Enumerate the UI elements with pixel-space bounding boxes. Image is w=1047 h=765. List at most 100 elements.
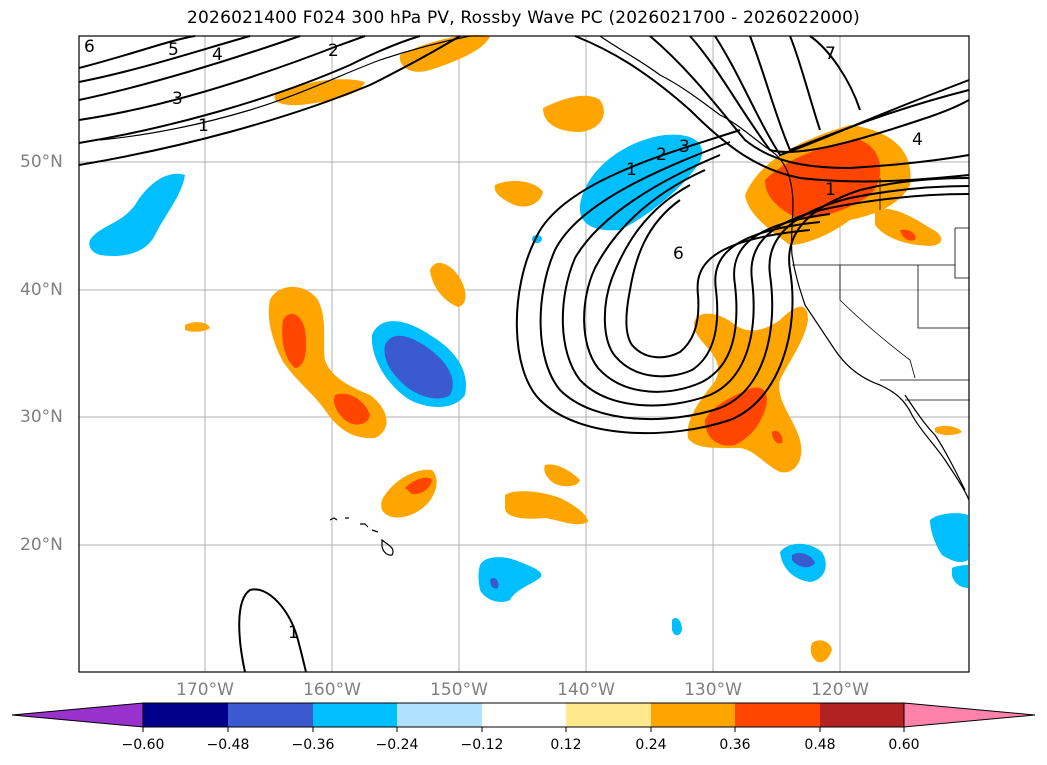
colorbar-extend-low — [11, 702, 144, 728]
positive-anomaly-patch — [399, 34, 490, 72]
borders — [792, 178, 969, 401]
lon-label: 140°W — [557, 680, 615, 700]
colorbar-tick-label: −0.48 — [206, 737, 250, 753]
contour-label: 1 — [288, 623, 299, 643]
colorbar-tick-label: 0.60 — [888, 737, 920, 753]
colorbar-tick-label: −0.60 — [121, 737, 165, 753]
colorbar-tick-label: −0.12 — [460, 737, 504, 753]
contour-label: 4 — [212, 45, 223, 65]
coastline-hawaii — [329, 517, 394, 556]
pv-contour-line — [574, 35, 970, 183]
pv-contour-line — [78, 35, 301, 101]
negative-anomaly-patch — [952, 565, 968, 588]
lon-label: 130°W — [684, 680, 742, 700]
negative-anomaly-patch — [672, 618, 682, 636]
pv-contour-line — [625, 199, 811, 359]
colorbar-segment — [482, 703, 566, 727]
pv-contour-line — [809, 35, 861, 111]
negative-anomaly-patch — [384, 335, 453, 399]
negative-anomaly-patch — [478, 557, 542, 602]
positive-anomaly-patch — [935, 425, 962, 435]
colorbar-tick-label: 0.24 — [635, 737, 667, 753]
pv-contour-line — [78, 35, 196, 69]
colorbar-segment — [735, 703, 820, 727]
border-state — [917, 265, 969, 329]
colorbar — [11, 702, 1036, 732]
pv-contour-line — [539, 141, 970, 421]
negative-anomaly-patch — [792, 552, 815, 568]
colorbar-tick-label: −0.24 — [375, 737, 419, 753]
negative-anomaly-patch — [579, 134, 703, 231]
pv-contour-line — [789, 35, 821, 131]
pv-contour-line — [649, 35, 970, 170]
positive-anomaly-patch — [810, 640, 832, 663]
lon-label: 160°W — [303, 680, 361, 700]
contour-label: 2 — [656, 145, 667, 165]
colorbar-tick-label: 0.48 — [804, 737, 836, 753]
contour-label: 3 — [679, 137, 690, 157]
pv-contour-line — [561, 154, 970, 407]
positive-anomaly-patch — [274, 79, 365, 106]
pv-contour-line — [689, 35, 970, 153]
colorbar-ticks — [142, 727, 905, 732]
positive-anomaly-patch — [772, 430, 783, 444]
pv-contour-line — [714, 35, 970, 157]
lon-label: 170°W — [176, 680, 234, 700]
coastline-alaska — [99, 35, 471, 141]
pv-contour-line — [583, 169, 831, 393]
lat-label: 50°N — [20, 152, 63, 172]
colorbar-segment — [228, 703, 313, 727]
colorbar-segment — [313, 703, 397, 727]
coastlines — [99, 35, 970, 556]
colorbar-segment — [651, 703, 735, 727]
contour-label: 5 — [168, 40, 179, 60]
lat-label: 40°N — [20, 280, 63, 300]
lat-label: 30°N — [20, 407, 63, 427]
contour-label: 6 — [673, 244, 684, 264]
border-state — [839, 299, 916, 379]
pv-contour-line — [78, 35, 251, 83]
colorbar-segment — [566, 703, 651, 727]
pv-contour-line — [749, 35, 970, 152]
coastline-north-america — [599, 35, 970, 501]
pv-contour-line — [78, 35, 421, 144]
colorbar-segment — [143, 703, 228, 727]
negative-anomaly-patch — [89, 173, 185, 256]
negative-anomaly-patch — [930, 513, 968, 563]
pv-contours — [78, 35, 970, 673]
contour-labels: 6 5 4 3 1 2 7 1 2 3 4 1 6 1 — [84, 37, 923, 643]
positive-anomaly-patch — [282, 313, 307, 368]
lon-label: 150°W — [430, 680, 488, 700]
positive-anomaly-patch — [430, 262, 466, 307]
positive-anomaly-patch — [405, 477, 432, 495]
positive-anomaly-patch — [494, 180, 543, 207]
positive-anomaly-patch — [185, 322, 210, 332]
colorbar-outline — [142, 702, 905, 728]
contour-label: 1 — [626, 160, 637, 180]
colorbar-tick-label: −0.36 — [291, 737, 335, 753]
contour-label: 3 — [172, 89, 183, 109]
border-state — [954, 227, 969, 279]
lon-label: 120°W — [811, 680, 869, 700]
contour-label: 1 — [825, 180, 836, 200]
contour-label: 6 — [84, 37, 95, 57]
pv-contour-line — [238, 588, 307, 673]
pv-contour-line — [78, 35, 366, 121]
contour-label: 7 — [825, 44, 836, 64]
positive-anomaly-patch — [544, 464, 580, 487]
positive-anomaly-patch — [900, 229, 916, 241]
colorbar-extend-high — [903, 702, 1036, 728]
positive-anomaly-patch — [543, 95, 604, 132]
coastline-baja — [904, 394, 966, 491]
colorbar-segment — [820, 703, 904, 727]
positive-anomaly-patch — [875, 208, 942, 246]
negative-anomaly-patch — [490, 577, 499, 589]
gridlines — [79, 36, 969, 672]
colorbar-tick-label: 0.12 — [550, 737, 582, 753]
lat-label: 20°N — [20, 535, 63, 555]
colorbar-segment — [397, 703, 482, 727]
pv-contour-line — [603, 184, 821, 378]
contour-label: 4 — [912, 130, 923, 150]
colorbar-tick-label: 0.36 — [719, 737, 751, 753]
